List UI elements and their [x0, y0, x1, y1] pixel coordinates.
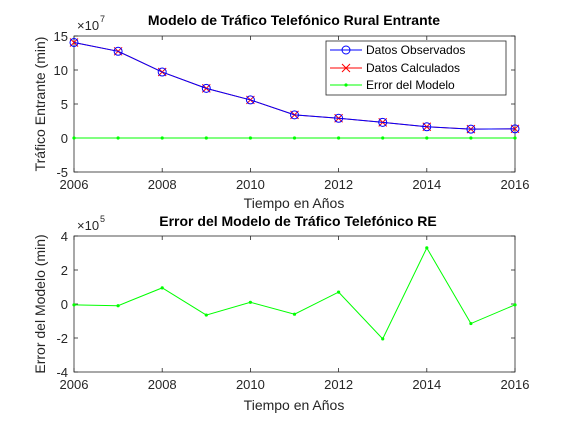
legend: Datos Observados Datos Calculados Error … [325, 40, 507, 96]
plot-area [73, 235, 516, 373]
data-point [160, 286, 164, 290]
x-tick-label: 2014 [412, 177, 441, 192]
data-point [381, 136, 385, 140]
x-tick-label: 2012 [324, 177, 353, 192]
y-axis-label: Tráfico Entrante (min) [32, 37, 48, 172]
data-point [113, 46, 123, 56]
y-axis-label: Error del Modelo (min) [32, 234, 48, 373]
y-tick-label: 15 [54, 29, 68, 44]
data-point [466, 124, 476, 134]
legend-label-error: Error del Modelo [366, 78, 455, 92]
data-point [116, 136, 120, 140]
data-point [116, 304, 120, 308]
x-axis-label: Tiempo en Años [244, 195, 345, 211]
data-point [337, 290, 341, 294]
y-exponent-base: ×10 [77, 18, 99, 33]
y-exponent-base: ×10 [77, 218, 99, 233]
data-point [204, 136, 208, 140]
legend-marker-calculados [341, 63, 351, 73]
x-tick-label: 2016 [501, 177, 530, 192]
y-tick-label: 5 [61, 97, 68, 112]
legend-marker-error [344, 83, 348, 87]
x-tick-label: 2010 [236, 377, 265, 392]
chart-title: Error del Modelo de Tráfico Telefónico R… [159, 213, 436, 229]
data-point [290, 110, 299, 120]
y-exponent-power: 7 [100, 14, 105, 24]
data-point [72, 136, 76, 140]
legend-marker-observados [341, 45, 351, 55]
data-point [381, 337, 385, 341]
data-point [157, 67, 167, 77]
data-point [422, 122, 432, 132]
data-point [292, 312, 297, 316]
data-point [72, 303, 76, 307]
data-point [425, 136, 429, 140]
y-exponent-power: 5 [100, 214, 105, 224]
y-tick-label: 2 [61, 263, 68, 278]
data-point [160, 136, 164, 140]
data-point [69, 37, 79, 47]
data-point [513, 136, 517, 140]
y-tick-label: -2 [56, 331, 68, 346]
x-tick-label: 2014 [412, 377, 441, 392]
legend-item-calculados: Datos Calculados [330, 61, 460, 75]
y-tick-label: -4 [56, 365, 68, 380]
data-point [425, 246, 429, 250]
data-point [248, 136, 252, 140]
data-point [510, 124, 520, 134]
data-point [292, 136, 297, 140]
x-tick-label: 2008 [148, 177, 177, 192]
data-point [469, 321, 473, 326]
data-point [513, 303, 517, 307]
legend-item-error: Error del Modelo [330, 78, 455, 92]
y-tick-label: 4 [61, 229, 68, 244]
data-point [201, 83, 211, 93]
legend-label-observados: Datos Observados [366, 43, 465, 57]
y-exponent: ×10 7 [77, 14, 105, 33]
y-tick-label: 0 [61, 297, 68, 312]
x-tick-label: 2010 [236, 177, 265, 192]
chart-title: Modelo de Tráfico Telefónico Rural Entra… [148, 12, 440, 28]
y-tick-label: 10 [54, 63, 68, 78]
y-exponent: ×10 5 [77, 214, 105, 233]
data-point [204, 313, 208, 317]
data-point [248, 300, 252, 304]
x-axis-label: Tiempo en Años [244, 397, 345, 413]
x-tick-label: 2006 [60, 177, 89, 192]
x-tick-label: 2012 [324, 377, 353, 392]
chart-trafico-entrante: Modelo de Tráfico Telefónico Rural Entra… [32, 12, 529, 211]
x-tick-label: 2016 [501, 377, 530, 392]
data-point [469, 136, 473, 140]
y-tick-label: -5 [56, 165, 68, 180]
series-line-0 [73, 41, 516, 130]
data-point [245, 95, 255, 105]
chart-error-modelo: Error del Modelo de Tráfico Telefónico R… [32, 213, 529, 413]
data-point [337, 136, 341, 140]
legend-item-observados: Datos Observados [330, 43, 465, 57]
x-tick-label: 2008 [148, 377, 177, 392]
data-point [378, 117, 388, 127]
y-tick-label: 0 [61, 131, 68, 146]
data-point [334, 113, 344, 123]
x-tick-label: 2006 [60, 377, 89, 392]
legend-label-calculados: Datos Calculados [366, 61, 460, 75]
